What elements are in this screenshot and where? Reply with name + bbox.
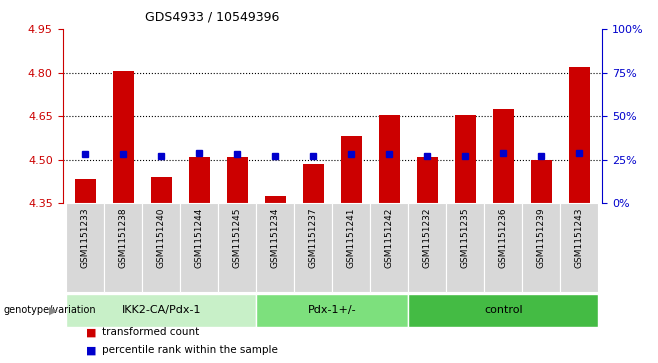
FancyBboxPatch shape <box>484 203 522 292</box>
Bar <box>417 157 438 203</box>
Text: transformed count: transformed count <box>102 327 199 337</box>
Text: IKK2-CA/Pdx-1: IKK2-CA/Pdx-1 <box>122 305 201 315</box>
FancyBboxPatch shape <box>66 203 105 292</box>
FancyBboxPatch shape <box>66 294 257 327</box>
Text: GSM1151232: GSM1151232 <box>423 208 432 268</box>
Text: GSM1151240: GSM1151240 <box>157 208 166 268</box>
Bar <box>113 71 134 203</box>
Text: Pdx-1+/-: Pdx-1+/- <box>308 305 357 315</box>
Bar <box>531 160 551 203</box>
Text: GSM1151239: GSM1151239 <box>537 208 545 268</box>
Text: GSM1151236: GSM1151236 <box>499 208 508 268</box>
FancyBboxPatch shape <box>332 203 370 292</box>
Text: GSM1151245: GSM1151245 <box>233 208 241 268</box>
FancyBboxPatch shape <box>218 203 257 292</box>
Text: GSM1151242: GSM1151242 <box>385 208 393 268</box>
FancyBboxPatch shape <box>180 203 218 292</box>
Bar <box>303 164 324 203</box>
Bar <box>455 115 476 203</box>
FancyBboxPatch shape <box>257 294 408 327</box>
Bar <box>265 196 286 203</box>
FancyBboxPatch shape <box>408 203 446 292</box>
Text: GSM1151235: GSM1151235 <box>461 208 470 268</box>
Text: genotype/variation: genotype/variation <box>3 305 96 315</box>
Text: GDS4933 / 10549396: GDS4933 / 10549396 <box>145 11 279 24</box>
FancyBboxPatch shape <box>105 203 142 292</box>
Text: ■: ■ <box>86 327 96 337</box>
FancyBboxPatch shape <box>560 203 598 292</box>
FancyBboxPatch shape <box>446 203 484 292</box>
Text: GSM1151233: GSM1151233 <box>81 208 89 268</box>
Bar <box>75 179 96 203</box>
FancyBboxPatch shape <box>294 203 332 292</box>
Bar <box>569 67 590 203</box>
Bar <box>379 115 399 203</box>
FancyBboxPatch shape <box>257 203 294 292</box>
Text: GSM1151237: GSM1151237 <box>309 208 318 268</box>
Bar <box>227 157 248 203</box>
Text: GSM1151244: GSM1151244 <box>195 208 204 268</box>
FancyBboxPatch shape <box>522 203 560 292</box>
Text: GSM1151238: GSM1151238 <box>119 208 128 268</box>
Text: GSM1151241: GSM1151241 <box>347 208 356 268</box>
Bar <box>189 157 210 203</box>
Bar <box>151 177 172 203</box>
Text: control: control <box>484 305 522 315</box>
Text: percentile rank within the sample: percentile rank within the sample <box>102 345 278 355</box>
FancyBboxPatch shape <box>408 294 598 327</box>
Text: ▶: ▶ <box>49 305 58 315</box>
Bar <box>341 136 362 203</box>
FancyBboxPatch shape <box>142 203 180 292</box>
Text: GSM1151243: GSM1151243 <box>575 208 584 268</box>
Text: ■: ■ <box>86 345 96 355</box>
FancyBboxPatch shape <box>370 203 408 292</box>
Bar <box>493 109 514 203</box>
Text: GSM1151234: GSM1151234 <box>271 208 280 268</box>
